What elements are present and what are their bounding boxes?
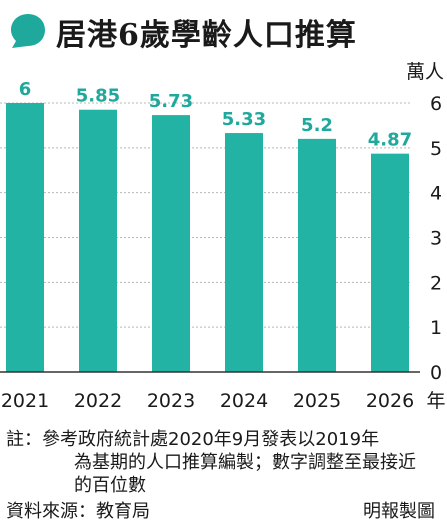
x-tick-label-2022: 2022 [74,390,122,412]
x-tick-label-2024: 2024 [220,390,268,412]
footnote-line-3: 的百位數 [74,475,146,496]
x-axis-unit-label: 年 [426,390,445,412]
bar-2023 [152,115,190,373]
value-label-2023: 5.73 [149,91,193,112]
y-tick-label-0: 0 [430,362,442,384]
bar-2024 [225,133,263,372]
footnote-line-2: 為基期的人口推算編製；數字調整至最接近 [74,452,416,473]
title-bar: 居港6歲學齡人口推算 [0,0,447,60]
speech-bubble-icon [11,14,45,48]
value-label-2026: 4.87 [368,130,412,151]
y-tick-label-1: 1 [430,317,442,339]
bar-2021 [6,103,44,372]
bar-chart: 0 1 2 3 4 5 6 萬人 6 2021 5.85 2022 5.73 2023 5.33 2024 5.… [0,61,446,412]
value-label-2024: 5.33 [222,109,266,130]
data-source: 資料來源：教育局 [6,501,150,522]
y-tick-label-4: 4 [430,183,442,205]
x-tick-label-2021: 2021 [1,390,49,412]
x-tick-label-2023: 2023 [147,390,195,412]
y-tick-label-3: 3 [430,228,442,250]
value-label-2022: 5.85 [76,86,120,107]
bar-2022 [79,109,117,372]
bar-2026 [371,153,409,372]
value-label-2025: 5.2 [301,115,333,136]
footnote: 註：參考政府統計處2020年9月發表以2019年 為基期的人口推算編製；數字調整… [6,428,436,497]
y-tick-label-6: 6 [430,93,442,115]
y-tick-label-5: 5 [430,138,442,160]
value-label-2021: 6 [19,79,32,100]
y-axis-unit-label: 萬人 [406,61,444,83]
chart-title: 居港6歲學齡人口推算 [56,18,357,53]
x-tick-label-2025: 2025 [293,390,341,412]
x-tick-label-2026: 2026 [366,390,414,412]
bar-2025 [298,138,336,372]
y-tick-label-2: 2 [430,272,442,294]
graphic-credit: 明報製圖 [363,501,435,522]
footnote-line-1: 註：參考政府統計處2020年9月發表以2019年 [6,429,380,450]
